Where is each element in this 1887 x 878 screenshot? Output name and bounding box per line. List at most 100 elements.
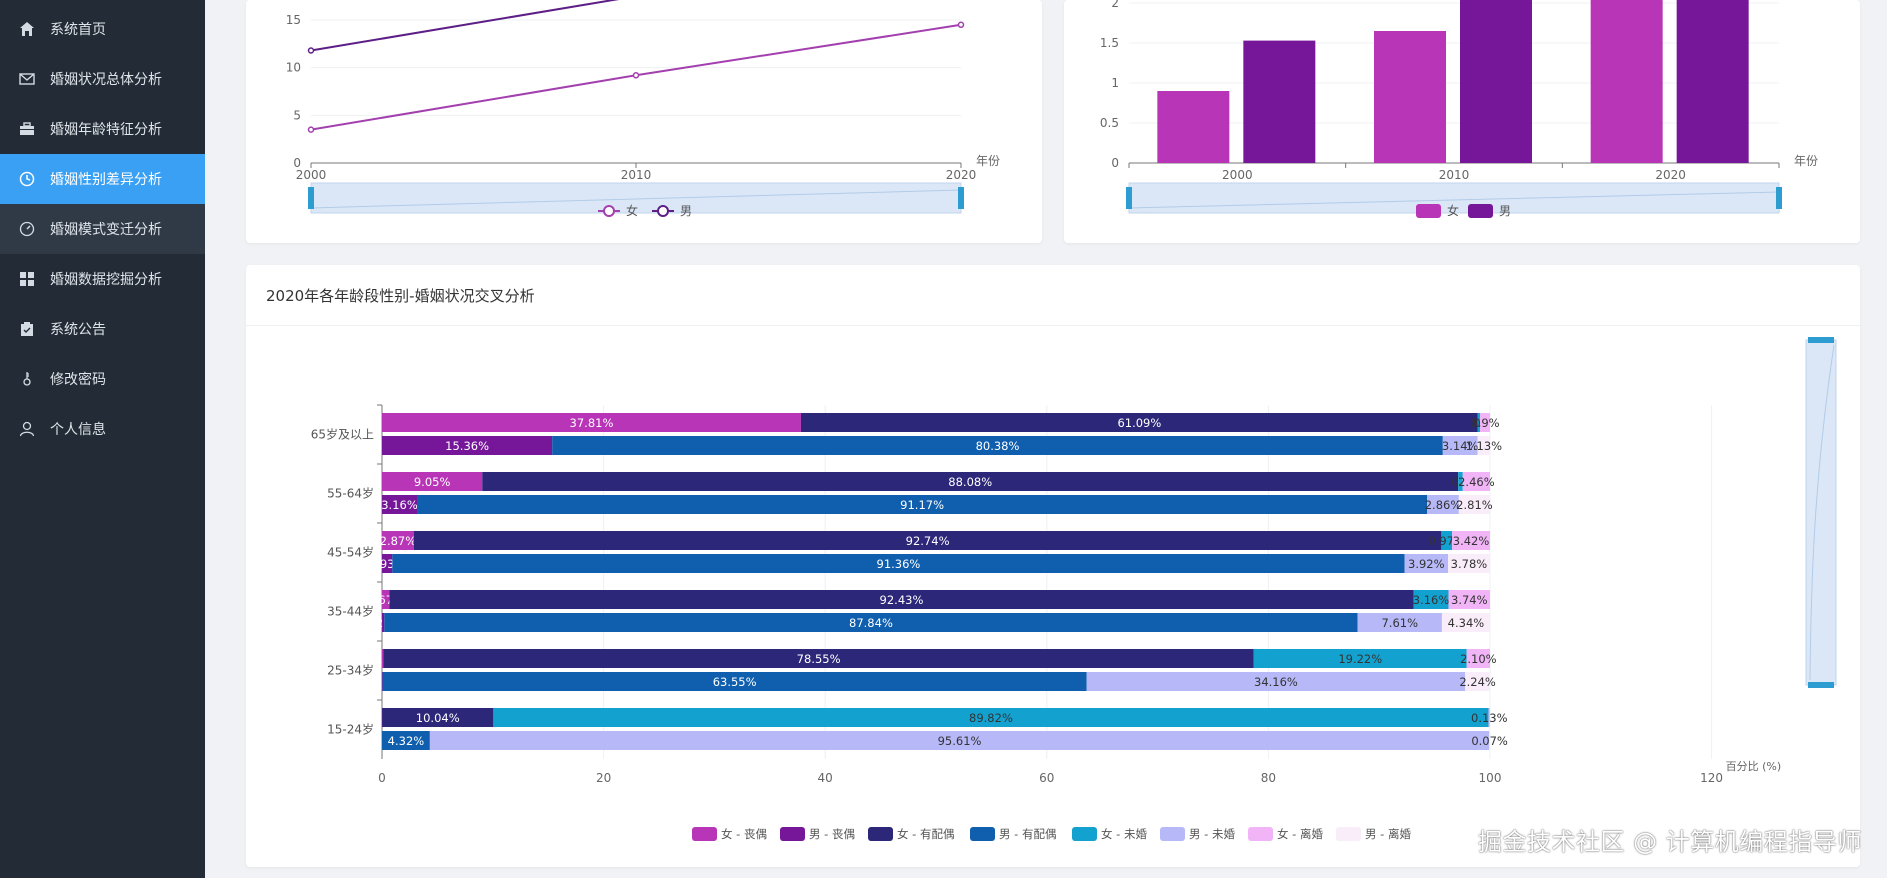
bar-segment: [1448, 554, 1490, 573]
data-label: 37.81%: [570, 416, 614, 430]
sidebar-item-label: 婚姻性别差异分析: [50, 172, 162, 188]
y-tick-label: 0: [1111, 156, 1119, 170]
data-label: 87.84%: [849, 616, 893, 630]
sidebar-item-label: 婚姻状况总体分析: [50, 72, 162, 88]
x-axis-label: 年份: [976, 154, 1000, 168]
sidebar-item-8[interactable]: 修改密码: [0, 354, 205, 404]
legend-swatch[interactable]: [970, 827, 995, 841]
data-label: 91.36%: [877, 557, 921, 571]
x-tick-label: 2010: [1439, 168, 1470, 182]
bar-segment: [382, 436, 553, 455]
legend-label: 女: [626, 203, 638, 218]
data-label: 2.24%: [1459, 675, 1496, 689]
data-label: 4.34%: [1448, 616, 1485, 630]
bar-segment: [1441, 613, 1490, 632]
bar-segment: [1462, 472, 1490, 491]
datazoom-handle-top[interactable]: [1808, 337, 1834, 343]
briefcase-icon: [18, 120, 36, 138]
user-icon: [18, 420, 36, 438]
data-label: 15.36%: [445, 439, 489, 453]
datazoom-handle-left[interactable]: [1126, 187, 1132, 209]
sidebar-item-9[interactable]: 个人信息: [0, 404, 205, 454]
bar-segment: [1452, 531, 1490, 550]
bar-segment: [382, 613, 385, 632]
data-label: 0.9%: [1470, 416, 1499, 430]
data-label: 0.: [1473, 416, 1484, 430]
data-label: 78.55%: [797, 652, 841, 666]
data-label: 3.74%: [1451, 593, 1488, 607]
data-point: [307, 47, 315, 54]
bar-segment: [413, 531, 1442, 550]
bar-segment: [1086, 672, 1466, 691]
legend-marker: [603, 205, 615, 217]
data-point: [307, 126, 315, 133]
bar-segment: [1448, 590, 1490, 609]
sidebar-item-6[interactable]: 婚姻数据挖掘分析: [0, 254, 205, 304]
y-tick-label: 45-54岁: [327, 545, 374, 560]
bar-segment: [382, 672, 1087, 691]
x-tick-label: 100: [1479, 771, 1502, 785]
datazoom-handle-bottom[interactable]: [1808, 682, 1834, 688]
sidebar-item-3[interactable]: 婚姻年龄特征分析: [0, 104, 205, 154]
data-label: 3.42%: [1453, 534, 1490, 548]
x-tick-label: 20: [596, 771, 611, 785]
datazoom-handle-left[interactable]: [308, 187, 314, 209]
data-label: 80.38%: [976, 439, 1020, 453]
legend-label: 男 - 有配偶: [999, 827, 1056, 841]
sidebar-item-label: 系统首页: [50, 22, 106, 38]
data-label: 95.61%: [938, 734, 982, 748]
legend-swatch[interactable]: [692, 827, 717, 841]
bar-segment: [382, 554, 393, 573]
y-tick-label: 0.5: [1100, 116, 1119, 130]
datazoom-handle-right[interactable]: [958, 187, 964, 209]
x-tick-label: 2010: [621, 168, 652, 182]
datazoom-handle-right[interactable]: [1776, 187, 1782, 209]
bar-segment: [493, 708, 1489, 727]
sidebar: 系统首页婚姻状况总体分析婚姻年龄特征分析婚姻性别差异分析 婚姻模式变迁分析婚姻数据…: [0, 0, 205, 878]
data-label: 19.22%: [1338, 652, 1382, 666]
bar-segment: [382, 531, 414, 550]
sidebar-item-label: 系统公告: [50, 322, 106, 338]
sidebar-item-label: 婚姻模式变迁分析: [50, 222, 162, 238]
legend-swatch: [1416, 204, 1441, 218]
data-label: 9.05%: [414, 475, 451, 489]
bar-segment: [1458, 472, 1463, 491]
sidebar-item-7[interactable]: 系统公告: [0, 304, 205, 354]
x-tick-label: 120: [1700, 771, 1723, 785]
sidebar-item-2[interactable]: 婚姻状况总体分析: [0, 54, 205, 104]
bar-segment: [389, 590, 1414, 609]
x-tick-label: 60: [1039, 771, 1054, 785]
card-divider: [246, 325, 1860, 326]
bar-segment: [1465, 672, 1490, 691]
legend-swatch[interactable]: [1072, 827, 1097, 841]
data-label: 3.14%: [1442, 439, 1479, 453]
data-label: 3.78%: [1451, 557, 1488, 571]
bar-segment: [1413, 590, 1449, 609]
legend-swatch[interactable]: [868, 827, 893, 841]
bar-segment: [1441, 531, 1453, 550]
bar-segment: [1489, 731, 1490, 750]
legend-label: 男 - 丧偶: [809, 827, 855, 841]
y-tick-label: 1.5: [1100, 36, 1119, 50]
sidebar-item-5[interactable]: 婚姻模式变迁分析: [0, 204, 205, 254]
bar-chart-card: 0 0.5 1 1.5 2 2000 2010 2020 年份女 男: [1064, 0, 1860, 243]
legend-swatch[interactable]: [780, 827, 805, 841]
bar-segment: [1404, 554, 1449, 573]
legend-label: 女: [1447, 203, 1459, 218]
bar-segment: [382, 708, 494, 727]
cross-analysis-card: 2020年各年龄段性别-婚姻状况交叉分析 0 20 40 60 80 100 120 百分比 …: [246, 265, 1860, 867]
y-tick-label: 55-64岁: [327, 486, 374, 501]
bar-男-2010: [1460, 0, 1532, 163]
data-label: 3.92%: [1408, 557, 1445, 571]
data-point: [632, 72, 640, 79]
legend-swatch[interactable]: [1248, 827, 1273, 841]
sidebar-item-4[interactable]: 婚姻性别差异分析: [0, 154, 205, 204]
legend-swatch[interactable]: [1336, 827, 1361, 841]
card-title: 2020年各年龄段性别-婚姻状况交叉分析: [266, 287, 535, 305]
x-axis-label: 百分比 (%): [1726, 760, 1782, 773]
legend-swatch[interactable]: [1160, 827, 1185, 841]
sidebar-item-1[interactable]: 系统首页: [0, 4, 205, 54]
bar-segment: [1458, 495, 1490, 514]
data-label: 10.04%: [416, 711, 460, 725]
